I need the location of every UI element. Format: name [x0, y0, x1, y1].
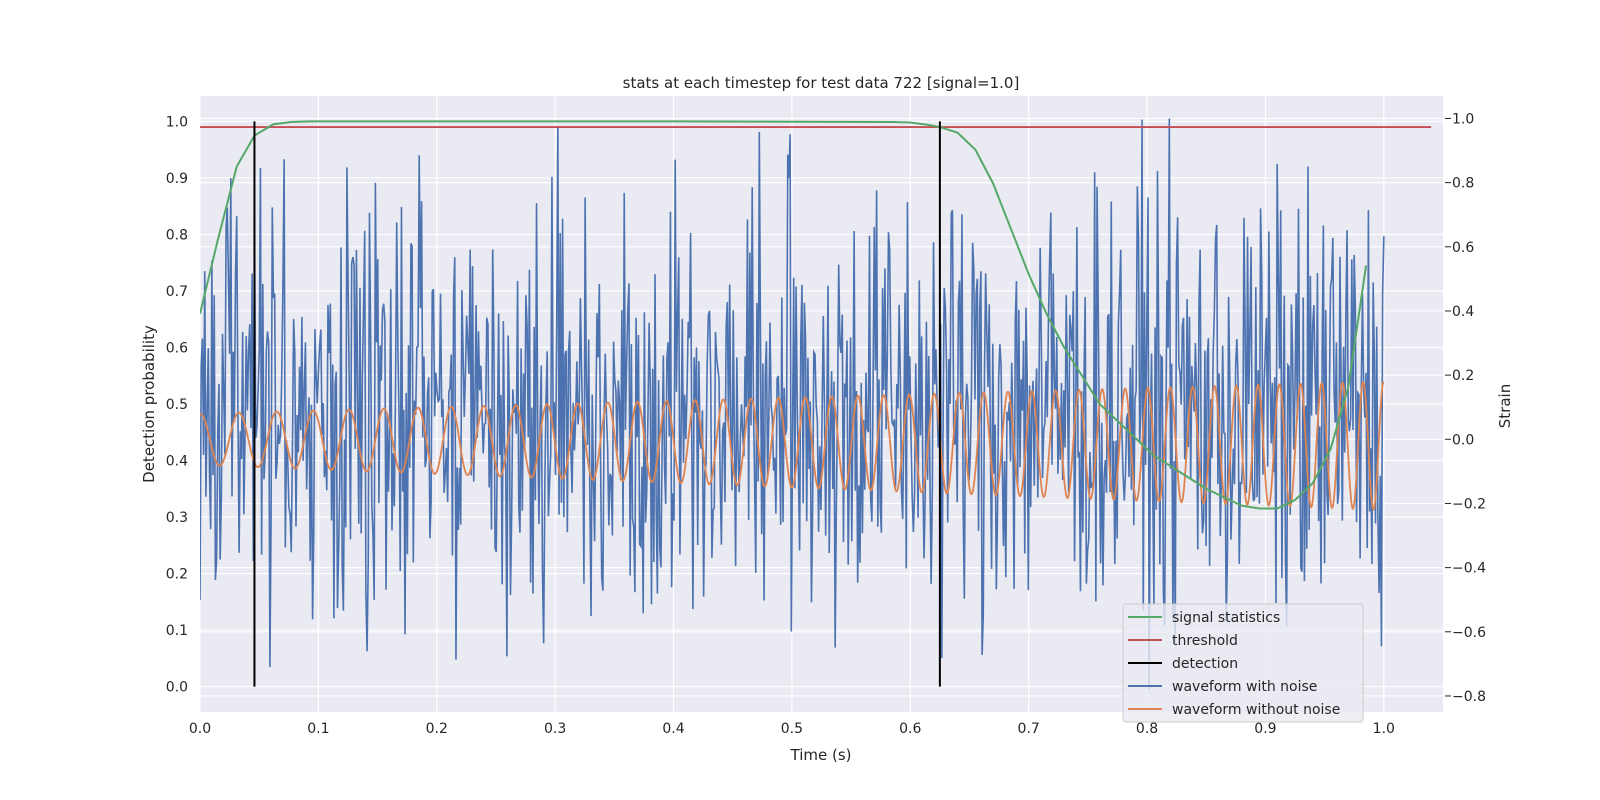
chart-title: stats at each timestep for test data 722…: [623, 74, 1020, 92]
y-left-tick-label: 0.8: [166, 227, 188, 243]
y-right-axis-label: Strain: [1496, 384, 1514, 428]
y-right-tick-label: −0.6: [1452, 625, 1486, 641]
y-left-tick-label: 0.6: [166, 340, 188, 356]
x-tick-label: 0.7: [1018, 721, 1040, 737]
y-left-tick-label: 0.2: [166, 567, 188, 583]
x-axis-label: Time (s): [790, 746, 852, 764]
y-left-tick-label: 0.0: [166, 680, 188, 696]
y-left-tick-label: 0.5: [166, 397, 188, 413]
x-tick-label: 0.1: [307, 721, 329, 737]
y-right-tick-label: −0.2: [1452, 496, 1486, 512]
y-left-tick-label: 0.3: [166, 510, 188, 526]
legend-entry-detection: detection: [1128, 656, 1238, 672]
legend-label: waveform with noise: [1172, 679, 1317, 695]
y-left-tick-label: 1.0: [166, 114, 188, 130]
legend-entry-threshold: threshold: [1128, 633, 1238, 649]
y-left-axis-label: Detection probability: [140, 325, 158, 483]
legend-entry-waveform-without-noise: waveform without noise: [1128, 702, 1340, 718]
y-right-tick-label: 1.0: [1452, 111, 1474, 127]
series-waveform-without-noise-line: [200, 380, 1385, 512]
legend: signal statistics threshold detection wa…: [1122, 603, 1364, 723]
legend-entry-signal-statistics: signal statistics: [1128, 610, 1280, 626]
legend-label: waveform without noise: [1172, 702, 1340, 718]
y-left-axis-ticks: 0.0 0.1 0.2 0.3 0.4 0.5 0.6 0.7 0.8 0.9 1.0: [166, 114, 188, 695]
x-tick-label: 0.5: [781, 721, 803, 737]
y-left-tick-label: 0.1: [166, 623, 188, 639]
y-right-tick-label: 0.2: [1452, 368, 1474, 384]
x-tick-label: 0.9: [1254, 721, 1276, 737]
y-right-tick-label: 0.0: [1452, 432, 1474, 448]
x-axis-ticks: 0.0 0.1 0.2 0.3 0.4 0.5 0.6 0.7 0.8 0.9 1.0: [189, 721, 1395, 737]
x-tick-label: 0.4: [662, 721, 684, 737]
series-waveform-with-noise-line: [200, 118, 1385, 690]
x-tick-label: 0.8: [1136, 721, 1158, 737]
legend-label: detection: [1172, 656, 1238, 672]
y-right-tick-label: −0.8: [1452, 689, 1486, 705]
legend-entry-waveform-with-noise: waveform with noise: [1128, 679, 1317, 695]
y-right-tick-label: 0.8: [1452, 176, 1474, 192]
series-signal-statistics-line: [200, 120, 1368, 510]
x-tick-label: 0.0: [189, 721, 211, 737]
y-right-tick-label: 0.6: [1452, 240, 1474, 256]
y-left-tick-label: 0.4: [166, 454, 188, 470]
series-layer: [200, 118, 1432, 690]
y-right-axis-ticks: −0.8 −0.6 −0.4 −0.2 0.0 0.2 0.4 0.6 0.8 1.0: [1445, 111, 1486, 705]
x-tick-label: 0.3: [544, 721, 566, 737]
y-left-tick-label: 0.9: [166, 171, 188, 187]
y-right-tick-label: −0.4: [1452, 561, 1486, 577]
y-left-tick-label: 0.7: [166, 284, 188, 300]
legend-label: signal statistics: [1172, 610, 1280, 626]
y-right-tick-label: 0.4: [1452, 304, 1474, 320]
x-tick-label: 0.6: [899, 721, 921, 737]
legend-label: threshold: [1172, 633, 1238, 649]
x-tick-label: 1.0: [1373, 721, 1395, 737]
legend-box: [1122, 603, 1364, 723]
x-tick-label: 0.2: [426, 721, 448, 737]
